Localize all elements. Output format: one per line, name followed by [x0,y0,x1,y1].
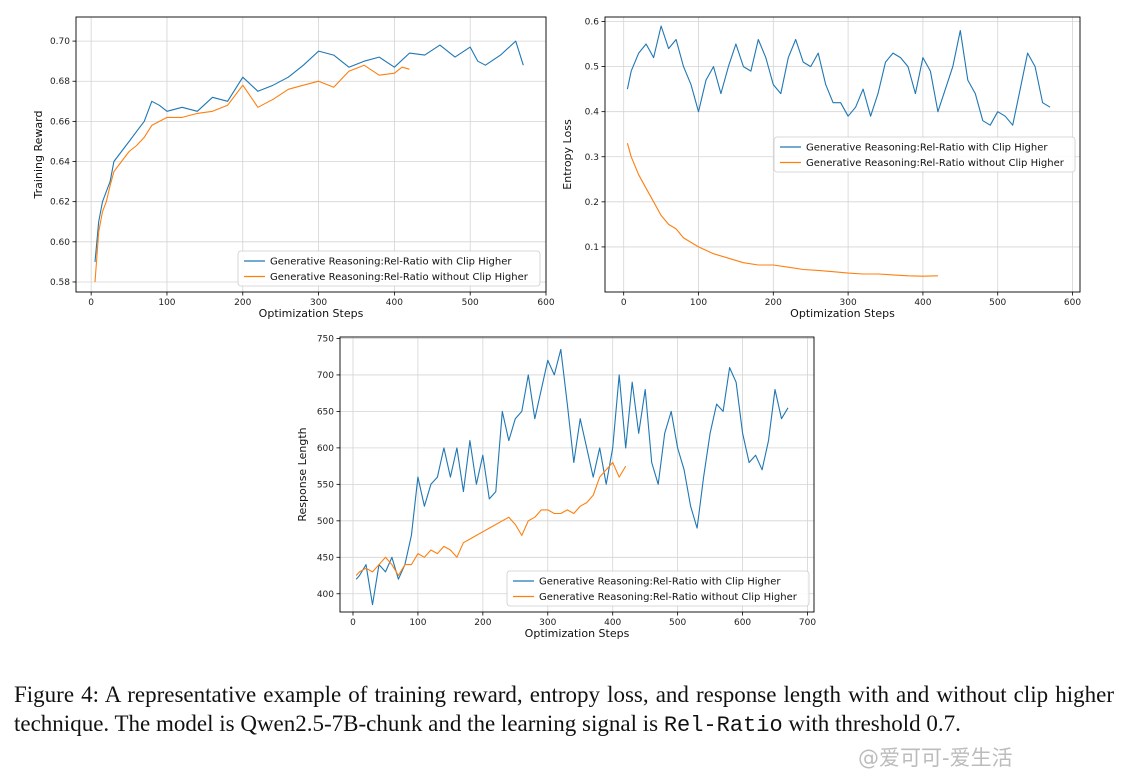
x-tick-label: 600 [1064,298,1081,308]
plot-frame [339,336,815,613]
caption-suffix: with threshold 0.7. [782,711,961,736]
legend-entry: Generative Reasoning:Rel-Ratio without C… [539,592,798,603]
figure-canvas: 0 100 200 300 400 500 6000.580.600.620.640.660… [32,16,1081,640]
x-axis-label: Optimization Steps [525,627,630,640]
x-tick-label: 100 [690,298,707,308]
y-tick-label: 0.60 [50,238,70,248]
x-tick-label: 700 [799,618,816,628]
y-tick-label: 0.62 [50,198,70,208]
y-tick-label: 0.4 [585,108,600,118]
y-tick-label: 0.2 [585,198,599,208]
y-tick-label: 600 [317,444,334,454]
series-line-without-clip-higher [94,64,410,283]
x-tick-label: 400 [604,618,621,628]
plot-frame [604,16,1081,293]
legend-entry: Generative Reasoning:Rel-Ratio with Clip… [539,577,781,588]
caption-code: Rel-Ratio [663,713,783,738]
x-tick-label: 200 [234,298,251,308]
figure-caption: Figure 4: A representative example of tr… [14,680,1114,740]
x-tick-label: 400 [914,298,931,308]
y-tick-label: 0.64 [50,158,70,168]
training-reward-chart: 0 100 200 300 400 500 600 0.58 0.60 0.62 0.64 0.66 0… [32,16,555,320]
legend-box [506,570,810,607]
legend-entry: Generative Reasoning:Rel-Ratio with Clip… [270,257,512,268]
y-tick-label: 0.68 [50,77,70,87]
y-tick-label: 650 [317,407,334,417]
x-tick-label: 300 [539,618,556,628]
x-tick-label: 500 [462,298,479,308]
x-tick-label: 600 [537,298,554,308]
series-line-with-clip-higher [94,40,524,262]
x-tick-label: 600 [734,618,751,628]
y-tick-label: 0.3 [585,153,599,163]
legend-box [773,136,1076,173]
x-tick-label: 200 [765,298,782,308]
x-tick-label: 500 [669,618,686,628]
x-axis-label: Optimization Steps [259,307,364,320]
y-tick-label: 700 [317,371,334,381]
x-tick-label: 0 [350,618,356,628]
x-tick-label: 400 [386,298,403,308]
series-line-without-clip-higher [355,461,627,577]
x-tick-label: 200 [474,618,491,628]
x-axis-label: Optimization Steps [790,307,895,320]
x-tick-label: 0 [88,298,94,308]
y-axis-label: Response Length [296,427,309,521]
y-tick-label: 750 [317,334,334,344]
legend-entry: Generative Reasoning:Rel-Ratio without C… [806,158,1065,169]
y-tick-label: 0.5 [585,63,599,73]
y-axis-label: Training Reward [32,111,45,200]
y-axis-label: Entropy Loss [561,119,574,190]
watermark: @爱可可-爱生活 [858,746,1013,770]
y-tick-label: 400 [317,590,334,600]
series-line-with-clip-higher [355,348,789,606]
legend-box [237,250,541,287]
y-tick-label: 0.6 [585,18,600,28]
y-tick-label: 550 [317,480,334,490]
y-tick-label: 450 [317,553,334,563]
x-tick-label: 100 [409,618,426,628]
x-tick-label: 500 [989,298,1006,308]
x-tick-label: 0 [621,298,627,308]
entropy-loss-chart: 0 100 200 300 400 500 600 0.1 0.2 0.3 0.4 0.5 0.6 Opt… [561,16,1081,320]
y-tick-label: 0.66 [50,117,70,127]
series-line-without-clip-higher [626,143,938,277]
x-tick-label: 100 [158,298,175,308]
y-tick-label: 0.70 [50,37,70,47]
caption-prefix: Figure 4: A representative example of tr… [14,682,1114,736]
y-tick-label: 0.58 [50,278,70,288]
plot-frame [75,16,547,293]
x-tick-label: 300 [310,298,327,308]
series-line-with-clip-higher [626,25,1051,126]
legend-entry: Generative Reasoning:Rel-Ratio without C… [270,272,529,283]
y-tick-label: 500 [317,517,334,527]
x-tick-label: 300 [840,298,857,308]
legend-entry: Generative Reasoning:Rel-Ratio with Clip… [806,143,1048,154]
y-tick-label: 0.1 [585,243,599,253]
response-length-chart: 0 100 200 300 400 500 600 700 400 450 500 550 600 650… [296,334,816,640]
